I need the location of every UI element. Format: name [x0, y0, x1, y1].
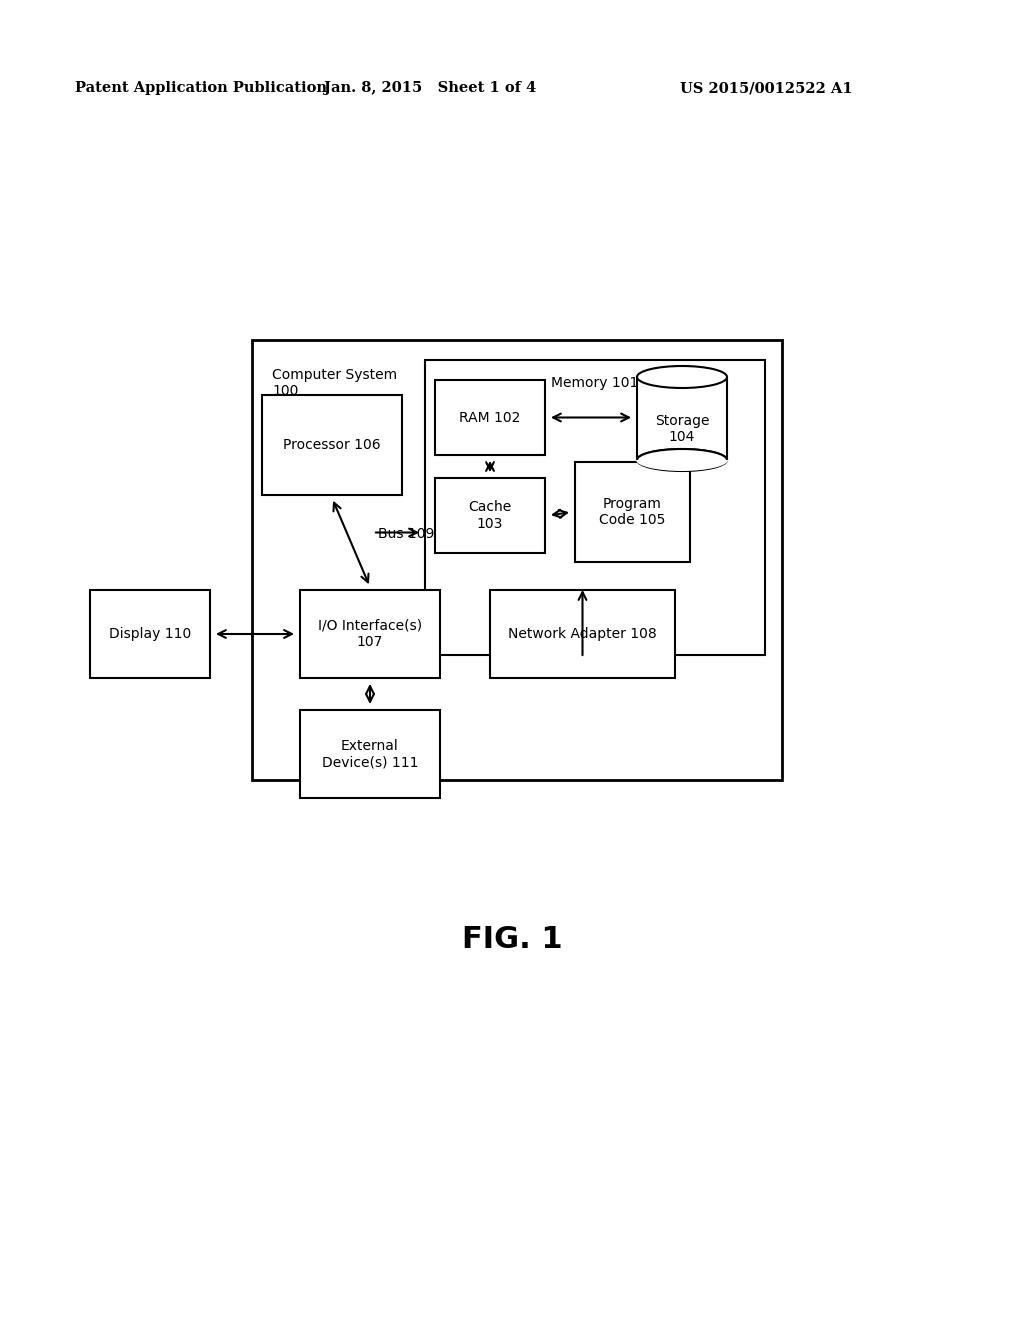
Text: RAM 102: RAM 102: [460, 411, 520, 425]
Ellipse shape: [637, 449, 727, 471]
Text: Display 110: Display 110: [109, 627, 191, 642]
Bar: [435, 478, 545, 553]
Text: Processor 106: Processor 106: [284, 438, 381, 451]
Bar: [252, 341, 782, 780]
Ellipse shape: [637, 366, 727, 388]
Text: Memory 101: Memory 101: [551, 376, 639, 389]
Text: External
Device(s) 111: External Device(s) 111: [322, 739, 418, 770]
Text: Bus 109: Bus 109: [378, 528, 434, 541]
Bar: [435, 380, 545, 455]
Ellipse shape: [636, 449, 728, 471]
Bar: [300, 590, 440, 678]
Text: Network Adapter 108: Network Adapter 108: [508, 627, 656, 642]
Text: FIG. 1: FIG. 1: [462, 925, 562, 954]
Bar: [262, 395, 402, 495]
Text: I/O Interface(s)
107: I/O Interface(s) 107: [317, 619, 422, 649]
Text: Computer System
100: Computer System 100: [272, 368, 397, 399]
Bar: [490, 590, 675, 678]
Bar: [575, 462, 690, 562]
Text: Jan. 8, 2015   Sheet 1 of 4: Jan. 8, 2015 Sheet 1 of 4: [324, 81, 537, 95]
Text: Cache
103: Cache 103: [468, 500, 512, 531]
Bar: [90, 590, 210, 678]
Text: Patent Application Publication: Patent Application Publication: [75, 81, 327, 95]
Bar: [425, 360, 765, 655]
Bar: [300, 710, 440, 799]
Text: Program
Code 105: Program Code 105: [599, 496, 666, 527]
Text: Storage
104: Storage 104: [654, 414, 710, 444]
Text: US 2015/0012522 A1: US 2015/0012522 A1: [680, 81, 853, 95]
